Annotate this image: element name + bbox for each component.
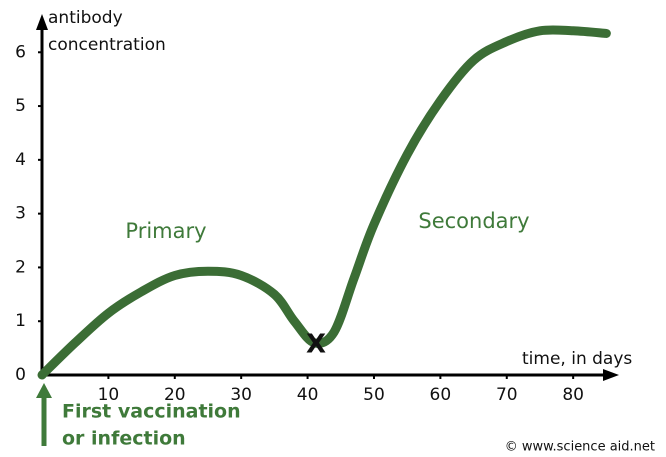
annotation: Secondary bbox=[418, 209, 529, 233]
x-tick-label: 10 bbox=[98, 385, 120, 405]
y-axis-label: concentration bbox=[48, 35, 166, 55]
x-tick-label: 20 bbox=[164, 385, 186, 405]
arrow-head bbox=[36, 383, 52, 398]
x-tick-label: 40 bbox=[297, 385, 319, 405]
credit: © www.science aid.net bbox=[505, 440, 655, 455]
marker: X bbox=[306, 330, 326, 360]
y-tick-label: 3 bbox=[15, 204, 26, 224]
x-tick-label: 50 bbox=[363, 385, 385, 405]
annotation: or infection bbox=[62, 428, 186, 450]
y-tick-label: 4 bbox=[15, 150, 26, 170]
x-axis-arrow bbox=[603, 369, 619, 381]
y-tick-label: 1 bbox=[15, 311, 26, 331]
y-tick-label: 2 bbox=[15, 257, 26, 277]
y-tick-label: 6 bbox=[15, 42, 26, 62]
y-tick-label: 5 bbox=[15, 96, 26, 116]
line bbox=[37, 25, 611, 380]
y-tick-label: 0 bbox=[15, 365, 26, 385]
y-axis-arrow bbox=[36, 14, 48, 30]
annotation: Primary bbox=[125, 219, 206, 243]
x-axis-label: time, in days bbox=[522, 349, 632, 369]
x-tick-label: 80 bbox=[562, 385, 584, 405]
x-tick-label: 60 bbox=[430, 385, 452, 405]
x-tick-label: 30 bbox=[230, 385, 252, 405]
annotation: First vaccination bbox=[62, 401, 241, 423]
x-tick-label: 70 bbox=[496, 385, 518, 405]
y-axis-label: antibody bbox=[48, 8, 123, 28]
